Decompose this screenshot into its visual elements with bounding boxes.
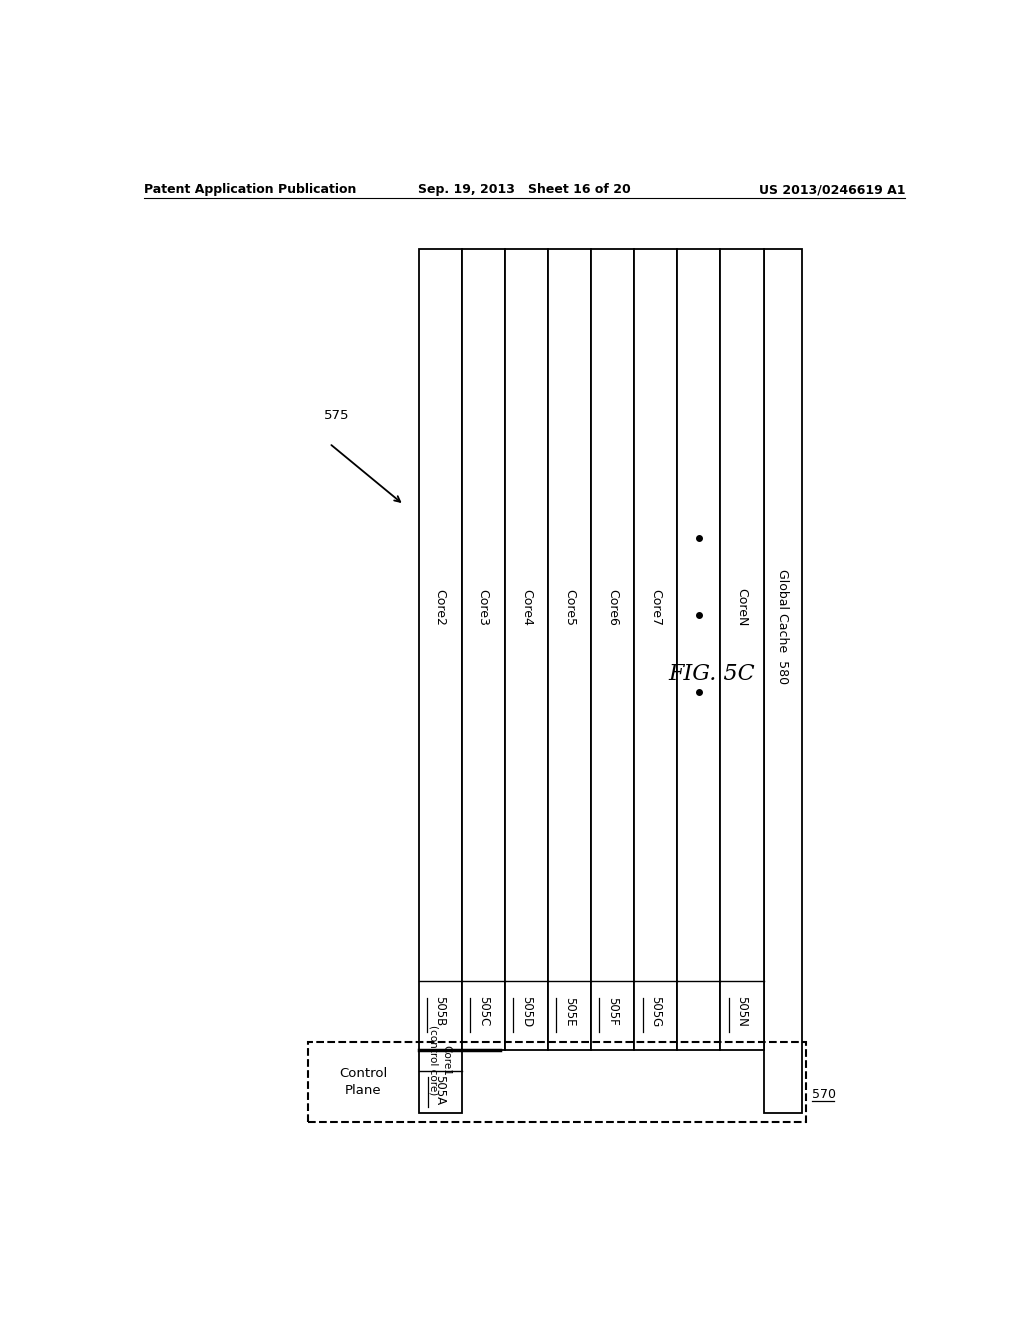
Text: US 2013/0246619 A1: US 2013/0246619 A1 — [759, 183, 905, 197]
Text: 505A: 505A — [433, 1074, 446, 1105]
Text: 505B: 505B — [433, 997, 446, 1027]
Text: Global Cache  580: Global Cache 580 — [776, 569, 790, 684]
Bar — [720, 249, 764, 1051]
Text: Control
Plane: Control Plane — [339, 1068, 387, 1097]
Bar — [419, 1051, 462, 1113]
Text: FIG. 5C: FIG. 5C — [669, 664, 756, 685]
Bar — [462, 249, 505, 1051]
Bar — [548, 249, 591, 1051]
Bar — [764, 249, 802, 1113]
Text: Core2: Core2 — [433, 589, 446, 626]
Text: 505F: 505F — [606, 997, 620, 1026]
Text: 505G: 505G — [649, 995, 663, 1027]
Text: 570: 570 — [812, 1088, 836, 1101]
Text: Core4: Core4 — [520, 589, 532, 626]
Text: 505D: 505D — [520, 995, 532, 1027]
Text: Core5: Core5 — [563, 589, 575, 626]
Text: 575: 575 — [325, 409, 349, 422]
Bar — [505, 249, 548, 1051]
Text: Core1
(control core): Core1 (control core) — [429, 1026, 452, 1096]
Bar — [677, 249, 720, 1051]
Text: Sep. 19, 2013   Sheet 16 of 20: Sep. 19, 2013 Sheet 16 of 20 — [419, 183, 631, 197]
Text: Core3: Core3 — [477, 589, 489, 626]
Bar — [634, 249, 677, 1051]
Text: 505N: 505N — [735, 997, 749, 1027]
Bar — [419, 249, 462, 1051]
Text: CoreN: CoreN — [735, 589, 749, 627]
Text: 505E: 505E — [563, 997, 575, 1027]
Text: Core7: Core7 — [649, 589, 663, 626]
Bar — [591, 249, 634, 1051]
Text: 505C: 505C — [477, 997, 489, 1027]
Bar — [307, 1043, 806, 1122]
Text: Core6: Core6 — [606, 589, 620, 626]
Text: Patent Application Publication: Patent Application Publication — [144, 183, 356, 197]
